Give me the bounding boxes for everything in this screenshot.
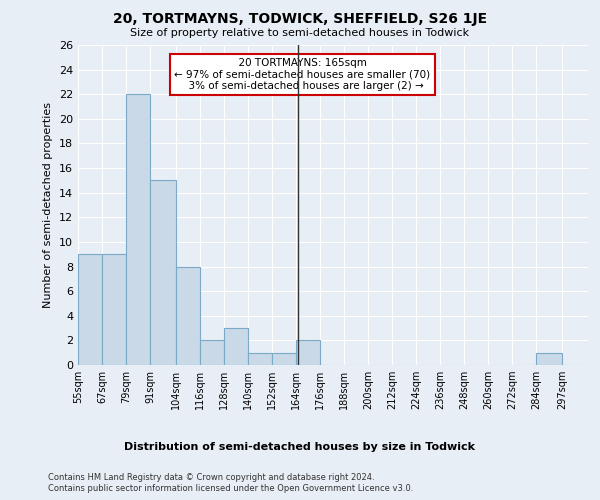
Text: Contains public sector information licensed under the Open Government Licence v3: Contains public sector information licen… xyxy=(48,484,413,493)
Text: 20 TORTMAYNS: 165sqm  
← 97% of semi-detached houses are smaller (70)
  3% of se: 20 TORTMAYNS: 165sqm ← 97% of semi-detac… xyxy=(175,58,430,91)
Text: 20, TORTMAYNS, TODWICK, SHEFFIELD, S26 1JE: 20, TORTMAYNS, TODWICK, SHEFFIELD, S26 1… xyxy=(113,12,487,26)
Bar xyxy=(248,352,272,365)
Text: Contains HM Land Registry data © Crown copyright and database right 2024.: Contains HM Land Registry data © Crown c… xyxy=(48,472,374,482)
Bar xyxy=(536,352,562,365)
Bar xyxy=(272,352,296,365)
Bar xyxy=(200,340,224,365)
Text: Size of property relative to semi-detached houses in Todwick: Size of property relative to semi-detach… xyxy=(130,28,470,38)
Text: Distribution of semi-detached houses by size in Todwick: Distribution of semi-detached houses by … xyxy=(125,442,476,452)
Bar xyxy=(126,94,150,365)
Bar xyxy=(224,328,248,365)
Y-axis label: Number of semi-detached properties: Number of semi-detached properties xyxy=(43,102,53,308)
Bar xyxy=(78,254,102,365)
Bar xyxy=(296,340,320,365)
Bar xyxy=(102,254,126,365)
Bar xyxy=(176,266,200,365)
Bar xyxy=(150,180,176,365)
